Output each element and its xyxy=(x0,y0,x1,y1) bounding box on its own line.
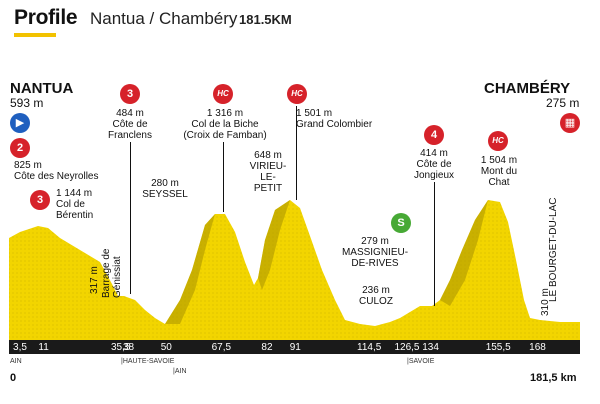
climb-altitude: 1 504 m xyxy=(480,155,518,166)
title-underline xyxy=(14,33,56,37)
km-tick-label: 168 xyxy=(529,342,546,353)
km-tick-label: 114,5 xyxy=(357,342,382,353)
climb-name: Franclens xyxy=(108,130,152,141)
climb-altitude: 1 144 m xyxy=(56,188,93,199)
climb-category-badge: 2 xyxy=(10,138,30,158)
climb-name: (Croix de Famban) xyxy=(183,130,267,141)
km-tick-label: 11 xyxy=(38,342,49,353)
start-city: NANTUA xyxy=(10,80,74,97)
finish-altitude: 275 m xyxy=(546,96,580,110)
km-tick-label: 126,5 xyxy=(394,342,420,353)
region-label: |SAVOIE xyxy=(407,358,435,365)
place-virieu: VIRIEU- xyxy=(249,161,287,172)
climb-category-badge: 3 xyxy=(30,190,50,210)
region-label: AIN xyxy=(10,358,22,365)
start-km: 0 xyxy=(10,372,17,384)
climb-altitude: 825 m xyxy=(14,160,42,171)
place-genissiat: Barrage de Génissiat xyxy=(101,248,123,298)
km-tick-label: 155,5 xyxy=(485,342,511,353)
climb-name: Grand Colombier xyxy=(296,119,373,130)
place-virieu: LE-PETIT xyxy=(253,172,283,194)
region-label: |HAUTE-SAVOIE xyxy=(121,358,175,365)
km-tick-label: 82 xyxy=(261,342,273,353)
climb-category-badge: HC xyxy=(287,84,307,104)
profile-shadow-right xyxy=(440,200,488,306)
climb-name: Mont du Chat xyxy=(480,166,518,188)
finish-city: CHAMBÉRY xyxy=(484,80,571,97)
place-seyssel: SEYSSEL xyxy=(142,189,188,200)
region-label: |AIN xyxy=(173,368,187,375)
km-tick-label: 50 xyxy=(160,342,172,353)
place-culoz-altitude: 236 m xyxy=(362,285,390,296)
climb-name: Côte de xyxy=(416,159,452,170)
climb-name: Bérentin xyxy=(56,210,94,221)
climb-category-badge: HC xyxy=(213,84,233,104)
place-massignieu-altitude: 279 m xyxy=(361,236,389,247)
km-tick-label: 35,5 xyxy=(110,342,131,353)
climb-altitude: 484 m xyxy=(116,108,144,119)
profile-shadow-left xyxy=(165,214,215,324)
climb-altitude: 1 501 m xyxy=(296,108,333,119)
finish-flag-icon: ▦ xyxy=(560,113,580,133)
km-tick-label: 134 xyxy=(422,342,439,353)
climb-category-badge: 4 xyxy=(424,125,444,145)
climb-category-badge: 3 xyxy=(120,84,140,104)
climb-name: Jongieux xyxy=(413,170,455,181)
sprint-icon: S xyxy=(391,213,411,233)
km-tick-label: 67,5 xyxy=(211,342,232,353)
place-virieu-altitude: 648 m xyxy=(254,150,282,161)
leader-line xyxy=(434,182,435,306)
km-tick-label: 91 xyxy=(289,342,301,353)
leader-line xyxy=(223,142,224,212)
climb-altitude: 1 316 m xyxy=(206,108,244,119)
place-massignieu: DE-RIVES xyxy=(351,258,399,269)
start-flag-icon: ▶ xyxy=(10,113,30,133)
place-genissiat-altitude: 317 m xyxy=(89,266,100,294)
km-tick-label: 3,5 xyxy=(13,342,27,353)
leader-line xyxy=(130,142,131,294)
profile-title: Profile xyxy=(14,6,78,29)
place-bourget: LE BOURGET-DU-LAC xyxy=(548,197,559,302)
place-seyssel-altitude: 280 m xyxy=(151,178,179,189)
place-massignieu: MASSIGNIEU- xyxy=(341,247,409,258)
total-km: 181,5 km xyxy=(530,372,577,384)
leader-line xyxy=(296,106,297,200)
km-tick-label: 38 xyxy=(122,342,135,353)
climb-name: Côte des Neyrolles xyxy=(14,171,99,182)
route-name: Nantua / Chambéry xyxy=(90,9,238,28)
climb-name: Côte de xyxy=(112,119,148,130)
header: Profile Nantua / Chambéry 181.5KM xyxy=(0,0,600,44)
climb-name: Col de la Biche xyxy=(191,119,259,130)
stage-distance: 181.5KM xyxy=(239,12,292,27)
start-altitude: 593 m xyxy=(10,96,44,110)
place-culoz: CULOZ xyxy=(359,296,393,307)
profile-shadow-mid xyxy=(258,200,290,290)
climb-category-badge: HC xyxy=(488,131,508,151)
climb-name: Col de xyxy=(56,199,85,210)
profile-shape xyxy=(9,200,580,340)
distance-axis xyxy=(9,340,580,354)
climb-altitude: 414 m xyxy=(420,148,448,159)
